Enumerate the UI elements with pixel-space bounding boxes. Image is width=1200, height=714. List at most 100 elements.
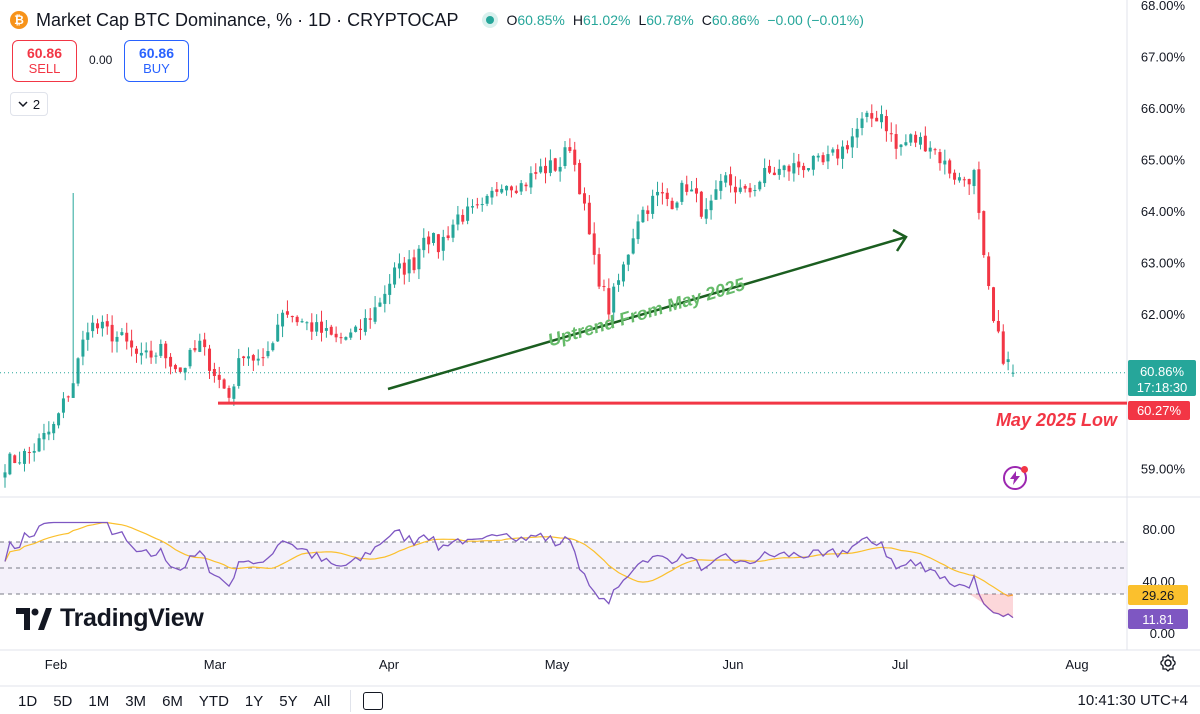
candle-body	[134, 348, 138, 354]
time-axis-label: Jun	[723, 657, 744, 672]
candle-body	[500, 188, 504, 193]
rsi-ma-value: 29.26	[1142, 588, 1175, 603]
trend-label[interactable]: Uptrend From May 2025	[546, 274, 748, 351]
candle-body	[271, 343, 275, 351]
bitcoin-icon: ₿	[10, 11, 28, 29]
candle-body	[1001, 331, 1005, 364]
timeframe-5y[interactable]: 5Y	[279, 692, 298, 710]
clock[interactable]: 10:41:30 UTC+4	[1077, 692, 1189, 709]
candle-body	[490, 190, 494, 198]
trend-arrow-line[interactable]	[387, 235, 907, 391]
symbol-title[interactable]: Market Cap BTC Dominance, % · 1D · CRYPT…	[36, 9, 459, 30]
candle-body	[972, 170, 976, 187]
brand-text: TradingView	[60, 604, 204, 632]
candle-body	[714, 189, 718, 200]
candle-body	[690, 189, 694, 192]
candle-body	[397, 263, 401, 269]
candle-body	[729, 174, 733, 186]
candle-body	[612, 286, 616, 313]
candle-body	[977, 169, 981, 213]
candle-body	[943, 160, 947, 165]
candle-body	[982, 211, 986, 256]
candle-body	[105, 321, 109, 327]
candle-body	[626, 254, 630, 265]
candle-body	[699, 191, 703, 217]
candle-body	[22, 450, 26, 464]
candle-body	[115, 336, 119, 342]
buy-button[interactable]: 60.86 BUY	[124, 40, 189, 82]
lightning-icon[interactable]	[1003, 466, 1028, 490]
candle-body	[865, 112, 869, 117]
ohlc-low: 60.78%	[646, 12, 694, 28]
candle-body	[8, 453, 12, 475]
candle-body	[617, 280, 621, 285]
candlestick-series	[3, 104, 1015, 488]
candle-body	[992, 287, 996, 322]
candle-body	[188, 349, 192, 367]
candle-body	[694, 188, 698, 194]
candle-body	[96, 323, 100, 329]
candle-body	[193, 348, 197, 351]
time-axis-label: Jul	[892, 657, 909, 672]
rsi-axis-tick: 80.00	[1142, 522, 1175, 537]
candle-body	[66, 396, 70, 398]
bottom-toolbar: 1D 5D 1M 3M 6M YTD 1Y 5Y All 10:41:30 UTC+4	[0, 688, 1200, 714]
candle-body	[962, 179, 966, 181]
tradingview-logo-icon	[16, 607, 52, 630]
candle-body	[261, 357, 265, 359]
candle-body	[505, 185, 509, 191]
candle-body	[251, 355, 255, 361]
candle-body	[393, 267, 397, 285]
candle-body	[875, 117, 879, 122]
go-to-date-icon[interactable]	[363, 692, 384, 710]
candle-body	[295, 316, 299, 323]
candle-body	[242, 356, 246, 359]
candle-body	[232, 386, 236, 399]
candle-body	[704, 209, 708, 219]
candle-body	[427, 236, 431, 245]
settings-gear-icon[interactable]	[1159, 654, 1177, 672]
candle-body	[568, 147, 572, 151]
candle-body	[120, 332, 124, 335]
timeframe-5d[interactable]: 5D	[53, 692, 73, 710]
candle-body	[495, 189, 499, 192]
timeframe-1m[interactable]: 1M	[88, 692, 110, 710]
market-status-icon[interactable]	[486, 16, 495, 24]
timeframe-ytd[interactable]: YTD	[198, 692, 229, 710]
tradingview-logo[interactable]: TradingView	[16, 604, 204, 633]
indicators-toggle-button[interactable]: 2	[10, 92, 48, 116]
timeframe-1y[interactable]: 1Y	[244, 692, 264, 710]
may-low-label[interactable]: May 2025 Low	[996, 410, 1118, 430]
rsi-ma-badge	[1128, 585, 1188, 605]
rsi-line	[4, 521, 1014, 619]
candle-body	[305, 322, 309, 324]
timeframe-1d[interactable]: 1D	[18, 692, 38, 710]
current-price-badge	[1128, 360, 1196, 396]
candle-body	[850, 136, 854, 148]
candle-body	[563, 147, 567, 167]
candle-body	[811, 155, 815, 170]
candle-body	[826, 154, 830, 162]
candle-body	[246, 356, 250, 359]
candle-body	[884, 116, 888, 132]
candle-body	[290, 315, 294, 318]
candle-body	[237, 358, 241, 386]
candle-body	[334, 333, 338, 338]
timeframe-6m[interactable]: 6M	[162, 692, 183, 710]
spread-value: 0.00	[89, 53, 113, 67]
sell-button[interactable]: 60.86 SELL	[12, 40, 77, 82]
candle-body	[651, 195, 655, 214]
timeframe-all[interactable]: All	[313, 692, 331, 710]
candle-body	[880, 114, 884, 123]
candle-body	[276, 324, 280, 342]
candle-body	[768, 165, 772, 173]
low-level-label: 60.27%	[1137, 403, 1182, 418]
buy-label: BUY	[143, 61, 170, 76]
candle-body	[358, 328, 362, 331]
candle-body	[217, 374, 221, 380]
candle-body	[173, 365, 177, 370]
timeframe-3m[interactable]: 3M	[125, 692, 147, 710]
candle-body	[685, 184, 689, 192]
candle-body	[315, 322, 319, 332]
